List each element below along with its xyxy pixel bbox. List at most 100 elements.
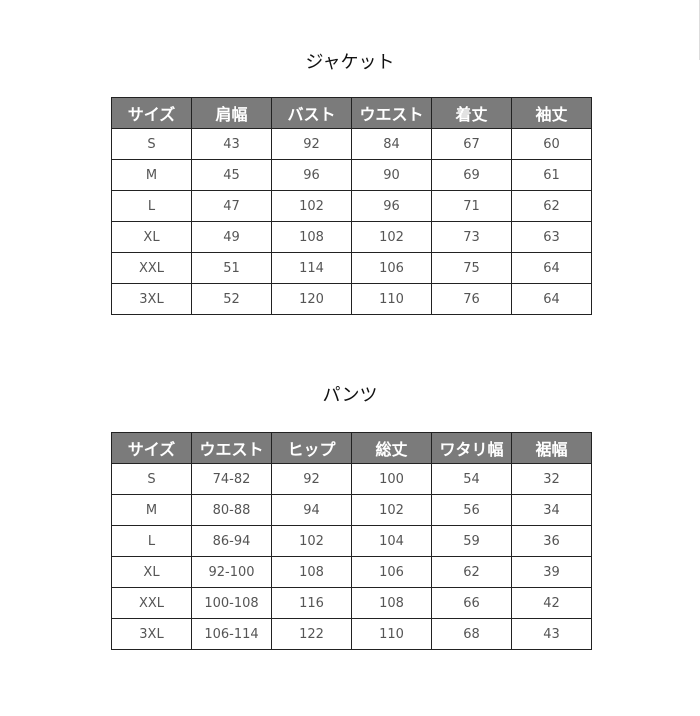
size-cell: XXL bbox=[111, 252, 192, 284]
measurement-cell: 75 bbox=[431, 252, 512, 284]
table-row: XL 92-100 108 106 62 39 bbox=[111, 556, 592, 588]
column-header: ウエスト bbox=[191, 432, 272, 464]
measurement-cell: 102 bbox=[271, 525, 352, 557]
measurement-cell: 100-108 bbox=[191, 587, 272, 619]
table-row: XL 49 108 102 73 63 bbox=[111, 221, 592, 253]
table-row: 3XL 52 120 110 76 64 bbox=[111, 283, 592, 315]
measurement-cell: 104 bbox=[351, 525, 432, 557]
measurement-cell: 106 bbox=[351, 252, 432, 284]
column-header: サイズ bbox=[111, 97, 192, 129]
size-cell: XL bbox=[111, 221, 192, 253]
table-row: L 47 102 96 71 62 bbox=[111, 190, 592, 222]
measurement-cell: 71 bbox=[431, 190, 512, 222]
column-header: 袖丈 bbox=[511, 97, 592, 129]
measurement-cell: 47 bbox=[191, 190, 272, 222]
table-row: S 74-82 92 100 54 32 bbox=[111, 463, 592, 495]
table-row: XXL 100-108 116 108 66 42 bbox=[111, 587, 592, 619]
measurement-cell: 36 bbox=[511, 525, 592, 557]
measurement-cell: 94 bbox=[271, 494, 352, 526]
measurement-cell: 69 bbox=[431, 159, 512, 191]
size-cell: XXL bbox=[111, 587, 192, 619]
measurement-cell: 102 bbox=[351, 221, 432, 253]
jacket-title: ジャケット bbox=[305, 52, 395, 73]
measurement-cell: 39 bbox=[511, 556, 592, 588]
table-row: M 45 96 90 69 61 bbox=[111, 159, 592, 191]
measurement-cell: 114 bbox=[271, 252, 352, 284]
measurement-cell: 56 bbox=[431, 494, 512, 526]
measurement-cell: 96 bbox=[271, 159, 352, 191]
measurement-cell: 110 bbox=[351, 283, 432, 315]
jacket-size-table: サイズ 肩幅 バスト ウエスト 着丈 袖丈 S 43 92 84 67 60 M 45 96 90 69 61 L 4… bbox=[111, 97, 592, 315]
size-cell: M bbox=[111, 494, 192, 526]
measurement-cell: 51 bbox=[191, 252, 272, 284]
table-row: XXL 51 114 106 75 64 bbox=[111, 252, 592, 284]
measurement-cell: 63 bbox=[511, 221, 592, 253]
measurement-cell: 62 bbox=[431, 556, 512, 588]
size-cell: M bbox=[111, 159, 192, 191]
column-header: 裾幅 bbox=[511, 432, 592, 464]
measurement-cell: 59 bbox=[431, 525, 512, 557]
measurement-cell: 61 bbox=[511, 159, 592, 191]
header-row: サイズ ウエスト ヒップ 総丈 ワタリ幅 裾幅 bbox=[111, 432, 592, 464]
measurement-cell: 67 bbox=[431, 128, 512, 160]
size-cell: S bbox=[111, 128, 192, 160]
column-header: 着丈 bbox=[431, 97, 512, 129]
measurement-cell: 80-88 bbox=[191, 494, 272, 526]
measurement-cell: 73 bbox=[431, 221, 512, 253]
measurement-cell: 45 bbox=[191, 159, 272, 191]
measurement-cell: 66 bbox=[431, 587, 512, 619]
measurement-cell: 84 bbox=[351, 128, 432, 160]
measurement-cell: 64 bbox=[511, 252, 592, 284]
measurement-cell: 108 bbox=[271, 221, 352, 253]
column-header: バスト bbox=[271, 97, 352, 129]
table-row: S 43 92 84 67 60 bbox=[111, 128, 592, 160]
measurement-cell: 90 bbox=[351, 159, 432, 191]
measurement-cell: 116 bbox=[271, 587, 352, 619]
measurement-cell: 64 bbox=[511, 283, 592, 315]
header-row: サイズ 肩幅 バスト ウエスト 着丈 袖丈 bbox=[111, 97, 592, 129]
measurement-cell: 43 bbox=[511, 618, 592, 650]
measurement-cell: 34 bbox=[511, 494, 592, 526]
measurement-cell: 122 bbox=[271, 618, 352, 650]
measurement-cell: 68 bbox=[431, 618, 512, 650]
measurement-cell: 52 bbox=[191, 283, 272, 315]
measurement-cell: 86-94 bbox=[191, 525, 272, 557]
column-header: 総丈 bbox=[351, 432, 432, 464]
measurement-cell: 102 bbox=[351, 494, 432, 526]
size-cell: L bbox=[111, 190, 192, 222]
measurement-cell: 49 bbox=[191, 221, 272, 253]
column-header: ウエスト bbox=[351, 97, 432, 129]
measurement-cell: 102 bbox=[271, 190, 352, 222]
measurement-cell: 120 bbox=[271, 283, 352, 315]
measurement-cell: 106-114 bbox=[191, 618, 272, 650]
column-header: 肩幅 bbox=[191, 97, 272, 129]
column-header: ヒップ bbox=[271, 432, 352, 464]
measurement-cell: 108 bbox=[271, 556, 352, 588]
measurement-cell: 100 bbox=[351, 463, 432, 495]
measurement-cell: 43 bbox=[191, 128, 272, 160]
measurement-cell: 106 bbox=[351, 556, 432, 588]
measurement-cell: 54 bbox=[431, 463, 512, 495]
measurement-cell: 96 bbox=[351, 190, 432, 222]
pants-title: パンツ bbox=[322, 385, 378, 406]
measurement-cell: 76 bbox=[431, 283, 512, 315]
size-cell: 3XL bbox=[111, 618, 192, 650]
measurement-cell: 110 bbox=[351, 618, 432, 650]
size-cell: 3XL bbox=[111, 283, 192, 315]
size-cell: L bbox=[111, 525, 192, 557]
measurement-cell: 108 bbox=[351, 587, 432, 619]
pants-size-table: サイズ ウエスト ヒップ 総丈 ワタリ幅 裾幅 S 74-82 92 100 54 32 M 80-88 9… bbox=[111, 432, 592, 650]
measurement-cell: 42 bbox=[511, 587, 592, 619]
column-header: ワタリ幅 bbox=[431, 432, 512, 464]
column-header: サイズ bbox=[111, 432, 192, 464]
measurement-cell: 92-100 bbox=[191, 556, 272, 588]
measurement-cell: 74-82 bbox=[191, 463, 272, 495]
measurement-cell: 92 bbox=[271, 463, 352, 495]
measurement-cell: 32 bbox=[511, 463, 592, 495]
measurement-cell: 92 bbox=[271, 128, 352, 160]
size-cell: S bbox=[111, 463, 192, 495]
measurement-cell: 62 bbox=[511, 190, 592, 222]
table-row: L 86-94 102 104 59 36 bbox=[111, 525, 592, 557]
table-row: M 80-88 94 102 56 34 bbox=[111, 494, 592, 526]
measurement-cell: 60 bbox=[511, 128, 592, 160]
